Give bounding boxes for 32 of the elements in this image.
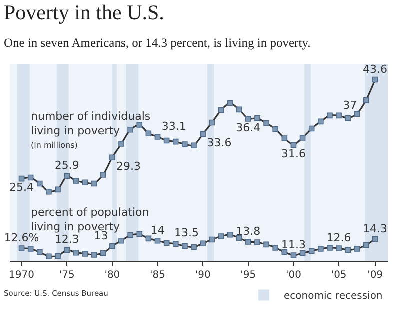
data-label: 14 — [150, 224, 165, 237]
x-tick-label: '90 — [195, 270, 211, 281]
data-label: 12.3 — [54, 233, 80, 246]
data-label: 37 — [343, 98, 358, 112]
x-tick-label: '00 — [286, 270, 302, 281]
data-label: 33.6 — [207, 136, 232, 150]
annotation: (in millions) — [31, 141, 78, 150]
legend-label: economic recession — [284, 291, 383, 302]
data-label: 13.5 — [174, 226, 199, 240]
data-label: 13.8 — [236, 225, 261, 238]
data-label: 12.6% — [4, 232, 40, 245]
data-label: 36.4 — [236, 121, 261, 134]
data-label: 43.6 — [363, 62, 388, 76]
data-label: 25.4 — [10, 181, 34, 194]
x-tick-label: '09 — [368, 270, 384, 281]
chart-subtitle: One in seven Americans, or 14.3 percent, is living in poverty. — [4, 36, 311, 50]
data-label: 12.6 — [326, 232, 352, 245]
x-tick-label: '85 — [150, 270, 166, 281]
x-tick-label: 1970 — [9, 270, 35, 281]
data-label: 11.3 — [281, 238, 306, 252]
data-label: 31.6 — [281, 147, 306, 160]
chart-title: Poverty in the U.S. — [4, 0, 164, 24]
series-label: number of individuals living in poverty — [31, 110, 151, 138]
x-tick-label: '80 — [104, 270, 120, 281]
x-tick-label: '05 — [331, 270, 347, 281]
series-label: percent of population living in poverty — [31, 206, 150, 234]
data-label: 25.9 — [54, 159, 80, 172]
data-label: 33.1 — [162, 120, 186, 134]
x-tick-label: '95 — [240, 270, 256, 281]
x-tick-label: '75 — [59, 270, 75, 281]
data-label: 29.3 — [116, 160, 142, 173]
data-label: 14.3 — [363, 222, 388, 236]
